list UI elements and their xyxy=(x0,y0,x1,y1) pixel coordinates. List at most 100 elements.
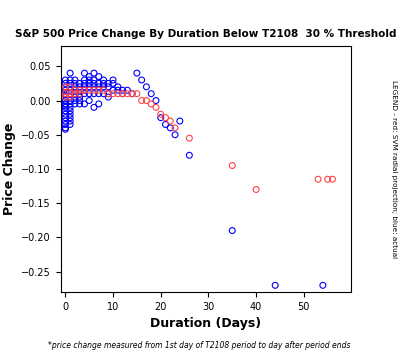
Point xyxy=(91,87,97,93)
Point xyxy=(95,91,102,96)
Point xyxy=(67,70,74,76)
Point xyxy=(72,81,78,86)
Point xyxy=(81,70,88,76)
Point xyxy=(91,84,97,90)
Point xyxy=(86,74,93,80)
Point xyxy=(67,77,74,83)
Text: LEGEND - red: SVM radial projection; blue: actual: LEGEND - red: SVM radial projection; blu… xyxy=(391,80,397,258)
Point xyxy=(100,87,107,93)
Point xyxy=(91,105,97,110)
Point xyxy=(81,87,88,93)
Point xyxy=(105,91,112,96)
Point xyxy=(62,103,69,109)
Point xyxy=(86,84,93,90)
Point xyxy=(62,77,69,83)
Point xyxy=(62,81,69,86)
Point xyxy=(72,101,78,107)
Point xyxy=(62,92,69,98)
Point xyxy=(105,91,112,96)
Point xyxy=(100,91,107,96)
Point xyxy=(105,81,112,86)
Point xyxy=(62,108,69,114)
Point xyxy=(119,91,126,96)
Point xyxy=(115,84,121,90)
Point xyxy=(67,108,74,114)
Point xyxy=(67,91,74,96)
Point xyxy=(105,84,112,90)
Point xyxy=(67,84,74,90)
X-axis label: Duration (Days): Duration (Days) xyxy=(150,318,262,331)
Point xyxy=(86,77,93,83)
Point xyxy=(86,98,93,103)
Y-axis label: Price Change: Price Change xyxy=(2,123,16,215)
Point xyxy=(91,77,97,83)
Point xyxy=(253,187,259,192)
Point xyxy=(81,77,88,83)
Point xyxy=(67,87,74,93)
Point xyxy=(320,283,326,288)
Point xyxy=(315,176,321,182)
Point xyxy=(95,81,102,86)
Point xyxy=(72,91,78,96)
Point xyxy=(134,91,140,96)
Point xyxy=(124,91,130,96)
Point xyxy=(139,77,145,83)
Point xyxy=(148,101,154,107)
Point xyxy=(76,94,83,100)
Point xyxy=(67,101,74,107)
Text: *price change measured from 1st day of T2108 period to day after period ends: *price change measured from 1st day of T… xyxy=(48,341,351,351)
Point xyxy=(67,81,74,86)
Point xyxy=(143,84,149,90)
Point xyxy=(91,70,97,76)
Point xyxy=(67,91,74,96)
Point xyxy=(76,87,83,93)
Point xyxy=(158,115,164,120)
Point xyxy=(81,81,88,86)
Point xyxy=(167,125,173,131)
Point xyxy=(153,98,159,103)
Point xyxy=(67,84,74,90)
Title: S&P 500 Price Change By Duration Below T2108  30 % Threshold: S&P 500 Price Change By Duration Below T… xyxy=(15,30,397,39)
Point xyxy=(62,101,69,107)
Point xyxy=(110,81,116,86)
Point xyxy=(62,122,69,127)
Point xyxy=(105,94,112,100)
Point xyxy=(91,81,97,86)
Point xyxy=(81,87,88,93)
Point xyxy=(62,84,69,90)
Point xyxy=(86,87,93,93)
Point xyxy=(148,91,154,96)
Point xyxy=(272,283,278,288)
Point xyxy=(95,101,102,107)
Point xyxy=(62,111,69,117)
Point xyxy=(115,87,121,93)
Point xyxy=(143,98,149,103)
Point xyxy=(67,98,74,103)
Point xyxy=(81,101,88,107)
Point xyxy=(86,81,93,86)
Point xyxy=(119,87,126,93)
Point xyxy=(62,84,69,90)
Point xyxy=(62,126,69,132)
Point xyxy=(76,81,83,86)
Point xyxy=(81,84,88,90)
Point xyxy=(95,84,102,90)
Point xyxy=(177,118,183,124)
Point xyxy=(329,176,336,182)
Point xyxy=(62,118,69,124)
Point xyxy=(139,98,145,103)
Point xyxy=(72,91,78,96)
Point xyxy=(186,152,193,158)
Point xyxy=(229,228,236,233)
Point xyxy=(86,91,93,96)
Point xyxy=(229,163,236,168)
Point xyxy=(129,91,135,96)
Point xyxy=(167,118,173,124)
Point xyxy=(134,70,140,76)
Point xyxy=(62,105,69,110)
Point xyxy=(67,94,74,100)
Point xyxy=(158,111,164,117)
Point xyxy=(62,91,69,96)
Point xyxy=(172,132,178,138)
Point xyxy=(62,91,69,96)
